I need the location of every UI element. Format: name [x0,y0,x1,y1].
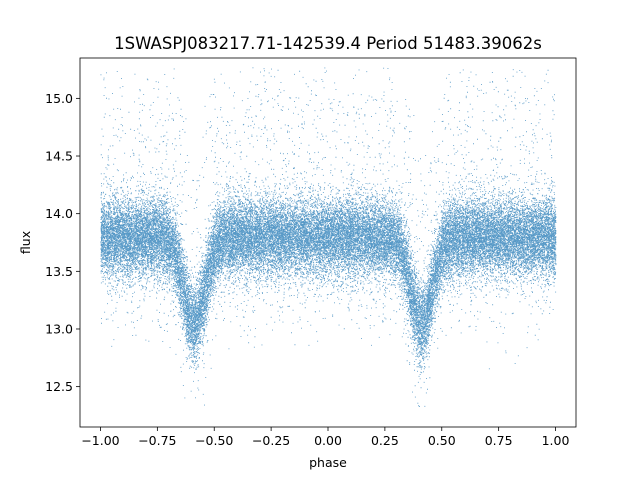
y-axis-ticks: 12.5 13.0 13.5 14.0 14.5 15.0 [45,91,80,394]
y-tick-label: 14.0 [45,206,73,221]
x-tick-label: 0.75 [485,433,513,448]
x-axis-ticks: −1.00 −0.75 −0.50 −0.25 0.00 0.25 0.50 0.75 1.00 [81,427,569,448]
y-axis-label: flux [18,231,33,254]
y-tick-label: 13.0 [45,321,73,336]
y-tick-label: 12.5 [45,379,73,394]
x-tick-label: −0.50 [195,433,233,448]
x-tick-label: 1.00 [542,433,570,448]
x-tick-label: −0.25 [252,433,290,448]
x-tick-label: 0.50 [428,433,456,448]
x-tick-label: −1.00 [81,433,119,448]
x-tick-label: 0.25 [371,433,399,448]
x-tick-label: −0.75 [138,433,176,448]
data-points [100,67,557,407]
y-tick-label: 14.5 [45,149,73,164]
x-tick-label: 0.00 [314,433,342,448]
chart-title: 1SWASPJ083217.71-142539.4 Period 51483.3… [114,34,542,53]
y-tick-label: 13.5 [45,264,73,279]
x-axis-label: phase [309,455,347,470]
y-tick-label: 15.0 [45,91,73,106]
flux-point-cloud [100,67,557,407]
